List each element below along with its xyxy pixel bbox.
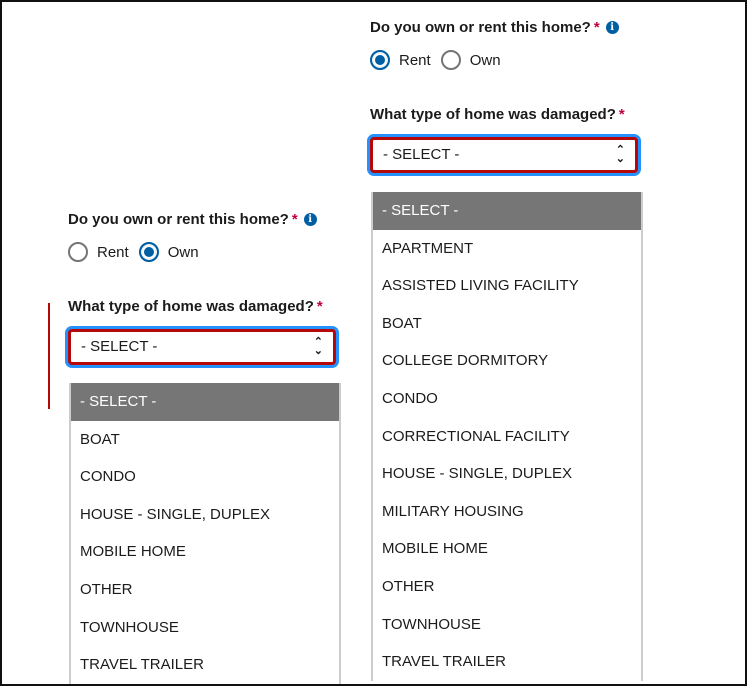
home-type-question: What type of home was damaged? *	[68, 298, 343, 315]
dropdown-option[interactable]: TRAVEL TRAILER	[382, 653, 506, 671]
dropdown-option[interactable]: HOUSE - SINGLE, DUPLEX	[382, 465, 573, 483]
left-form: Do you own or rent this home? * i Rent Own…	[68, 211, 343, 365]
info-icon[interactable]: i	[605, 21, 619, 34]
dropdown-option[interactable]: ASSISTED LIVING FACILITY	[382, 277, 579, 295]
required-mark: *	[316, 298, 323, 315]
dropdown-option[interactable]: COLLEGE DORMITORY	[382, 352, 549, 370]
info-icon[interactable]: i	[303, 213, 317, 226]
radio-own[interactable]: Own	[440, 50, 501, 70]
dropdown-option[interactable]: BOAT	[382, 314, 422, 332]
required-mark: *	[593, 19, 600, 36]
radio-label: Rent	[97, 243, 129, 261]
dropdown-option[interactable]: MILITARY HOUSING	[382, 502, 524, 520]
dropdown-option[interactable]: BOAT	[80, 430, 120, 448]
select-value: - SELECT -	[383, 146, 460, 163]
radio-checked-icon[interactable]	[138, 242, 159, 262]
dropdown-option[interactable]: TOWNHOUSE	[382, 615, 481, 633]
dropdown-option[interactable]: - SELECT -	[373, 192, 641, 230]
dropdown-option[interactable]: - SELECT -	[71, 383, 339, 421]
radio-unchecked-icon[interactable]	[440, 50, 461, 70]
radio-checked-icon[interactable]	[370, 50, 390, 70]
dropdown-option[interactable]: TOWNHOUSE	[80, 618, 179, 636]
question-text: What type of home was damaged?	[370, 106, 616, 123]
dropdown-option[interactable]: MOBILE HOME	[382, 540, 488, 558]
select-value: - SELECT -	[81, 338, 158, 355]
radio-label: Rent	[399, 51, 431, 69]
radio-rent[interactable]: Rent	[68, 242, 129, 262]
radio-rent[interactable]: Rent	[370, 50, 431, 70]
home-type-dropdown-list[interactable]: - SELECT - APARTMENT ASSISTED LIVING FACIL…	[371, 192, 643, 681]
dropdown-option[interactable]: TRAVEL TRAILER	[80, 656, 204, 674]
ownership-question: Do you own or rent this home? * i	[370, 19, 645, 36]
home-type-dropdown-list[interactable]: - SELECT - BOAT CONDO HOUSE - SINGLE, DUPLE…	[69, 383, 341, 684]
radio-label: Own	[167, 243, 199, 261]
dropdown-option[interactable]: OTHER	[80, 580, 133, 598]
radio-unchecked-icon[interactable]	[68, 242, 88, 262]
chevron-up-down-icon: ⌃ ⌄	[313, 336, 323, 357]
question-text: Do you own or rent this home?	[370, 19, 591, 36]
dropdown-option[interactable]: HOUSE - SINGLE, DUPLEX	[80, 505, 271, 523]
radio-own[interactable]: Own	[138, 242, 199, 262]
ownership-radio-group: Rent Own	[370, 50, 645, 70]
required-mark: *	[618, 106, 625, 123]
home-type-select[interactable]: - SELECT - ⌃ ⌄	[68, 329, 336, 365]
ownership-radio-group: Rent Own	[68, 242, 343, 262]
radio-label: Own	[469, 51, 501, 69]
dropdown-option[interactable]: APARTMENT	[382, 239, 474, 257]
chevron-up-down-icon: ⌃ ⌄	[615, 144, 625, 165]
question-text: What type of home was damaged?	[68, 298, 314, 315]
dropdown-option[interactable]: CONDO	[382, 389, 438, 407]
dropdown-option[interactable]: CONDO	[80, 468, 136, 486]
home-type-question: What type of home was damaged? *	[370, 106, 645, 123]
dropdown-option[interactable]: OTHER	[382, 577, 435, 595]
question-text: Do you own or rent this home?	[68, 211, 289, 228]
ownership-question: Do you own or rent this home? * i	[68, 211, 343, 228]
right-form: Do you own or rent this home? * i Rent Own…	[370, 19, 645, 173]
required-mark: *	[291, 211, 298, 228]
error-indicator-bar	[48, 303, 50, 409]
dropdown-option[interactable]: MOBILE HOME	[80, 543, 186, 561]
dropdown-option[interactable]: CORRECTIONAL FACILITY	[382, 427, 570, 445]
home-type-select[interactable]: - SELECT - ⌃ ⌄	[370, 137, 638, 173]
